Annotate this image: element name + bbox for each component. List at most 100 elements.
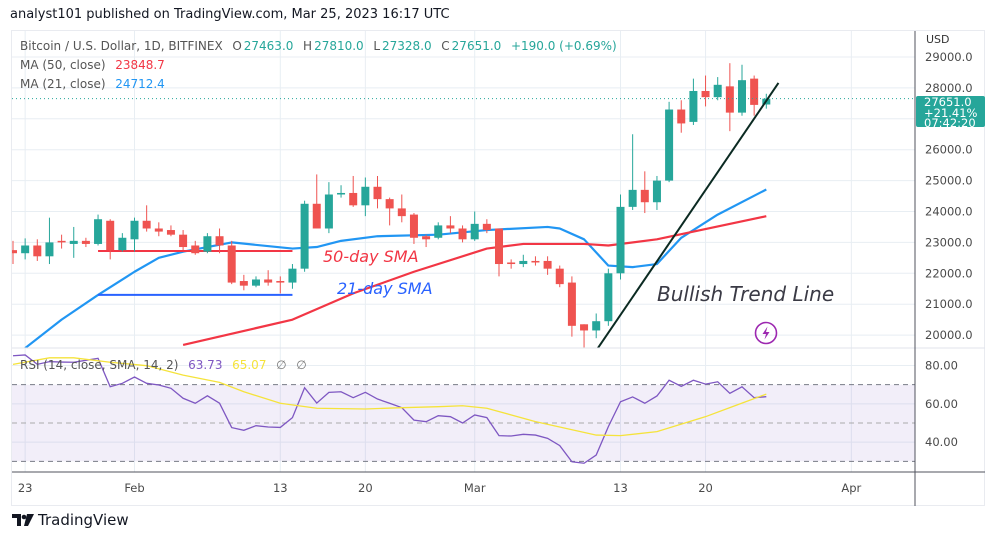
candle[interactable] — [495, 228, 503, 277]
rsi-label: RSI (14, close, SMA, 14, 2) — [20, 358, 179, 372]
legend-ma50-row[interactable]: MA (50, close) 23848.7 — [20, 58, 167, 72]
bullish-trend-line[interactable] — [596, 82, 780, 351]
candle-body — [21, 245, 30, 254]
rsi-value: 63.73 — [188, 358, 223, 372]
candle-body — [640, 189, 649, 203]
candle-body — [227, 245, 236, 283]
candle[interactable] — [519, 254, 528, 268]
candle[interactable] — [604, 268, 613, 326]
time-tick-label: 13 — [613, 481, 628, 495]
candle[interactable] — [555, 265, 564, 288]
sma50-annotation[interactable]: 50-day SMA — [323, 247, 419, 266]
candle[interactable] — [288, 264, 297, 289]
trend-line-annotation[interactable]: Bullish Trend Line — [657, 282, 835, 306]
candle[interactable] — [689, 78, 698, 125]
candle[interactable] — [531, 256, 540, 266]
candle[interactable] — [21, 238, 30, 260]
candle[interactable] — [665, 101, 674, 183]
candle[interactable] — [276, 276, 285, 294]
candle[interactable] — [701, 75, 710, 107]
candle[interactable] — [616, 194, 625, 280]
candle[interactable] — [446, 216, 455, 234]
candle[interactable] — [203, 233, 212, 254]
ma50-value: 23848.7 — [115, 58, 165, 72]
candle[interactable] — [470, 211, 479, 241]
candle[interactable] — [385, 197, 394, 226]
candle[interactable] — [713, 77, 722, 101]
candle[interactable] — [57, 234, 66, 249]
rsi-extra-value-1: ∅ — [276, 358, 287, 372]
candle[interactable] — [69, 226, 78, 258]
candle[interactable] — [264, 270, 273, 286]
candle-body — [300, 203, 309, 269]
published-caption: analyst101 published on TradingView.com,… — [10, 7, 450, 22]
candle[interactable] — [652, 175, 661, 210]
candle[interactable] — [154, 222, 163, 237]
time-tick-label: 20 — [698, 481, 713, 495]
tradingview-logo-icon — [12, 514, 34, 526]
tradingview-logo[interactable]: TradingView — [12, 511, 129, 529]
symbol-name[interactable]: Bitcoin / U.S. Dollar, 1D, BITFINEX — [20, 39, 223, 53]
candle[interactable] — [94, 214, 103, 246]
candle[interactable] — [580, 324, 589, 348]
candle[interactable] — [106, 219, 115, 260]
candle[interactable] — [166, 225, 175, 237]
candle[interactable] — [567, 276, 576, 337]
candle[interactable] — [543, 256, 552, 275]
candle[interactable] — [482, 219, 491, 234]
candle[interactable] — [142, 205, 151, 232]
candle[interactable] — [397, 194, 406, 223]
candle[interactable] — [361, 177, 370, 217]
candle[interactable] — [422, 234, 431, 248]
candle[interactable] — [45, 217, 54, 265]
candle[interactable] — [9, 240, 17, 265]
price-pane — [9, 63, 915, 351]
candle[interactable] — [507, 259, 516, 269]
candle[interactable] — [239, 274, 248, 291]
candle[interactable] — [592, 313, 601, 339]
candle[interactable] — [191, 240, 200, 255]
candle-body — [312, 203, 321, 229]
lightning-icon[interactable] — [754, 321, 778, 345]
candle[interactable] — [628, 134, 637, 210]
candle[interactable] — [130, 217, 139, 252]
candle-body — [616, 206, 625, 274]
candle[interactable] — [434, 222, 443, 240]
time-tick-label: 13 — [273, 481, 288, 495]
candle[interactable] — [373, 175, 382, 209]
price-tick-label: 25000.0 — [925, 174, 973, 188]
close-label: C — [441, 39, 450, 53]
candle[interactable] — [300, 200, 309, 272]
legend-ma21-row[interactable]: MA (21, close) 24712.4 — [20, 77, 167, 91]
candle[interactable] — [252, 276, 260, 288]
candle[interactable] — [349, 175, 358, 207]
currency-label[interactable]: USD — [926, 33, 950, 46]
tradingview-logo-text: TradingView — [38, 511, 129, 529]
candle[interactable] — [640, 171, 649, 214]
high-value: 27810.0 — [314, 39, 364, 53]
legend-symbol-row: Bitcoin / U.S. Dollar, 1D, BITFINEX O 274… — [20, 39, 619, 53]
candle[interactable] — [81, 237, 90, 248]
candle[interactable] — [215, 228, 224, 254]
candle[interactable] — [725, 63, 734, 132]
candle[interactable] — [33, 239, 42, 261]
candle[interactable] — [179, 230, 188, 251]
candle-body — [495, 228, 503, 265]
candle[interactable] — [677, 100, 686, 133]
ma21-value: 24712.4 — [115, 77, 165, 91]
candle[interactable] — [324, 182, 333, 234]
candle[interactable] — [227, 240, 236, 285]
candle[interactable] — [750, 75, 759, 116]
rsi-tick-label: 40.00 — [925, 435, 958, 449]
price-tick-label: 21000.0 — [925, 297, 973, 311]
candle[interactable] — [738, 64, 746, 116]
price-tick-label: 28000.0 — [925, 81, 973, 95]
legend-rsi-row[interactable]: RSI (14, close, SMA, 14, 2) 63.73 65.07 … — [20, 358, 309, 372]
candle[interactable] — [409, 213, 418, 244]
candle[interactable] — [118, 233, 127, 252]
candle[interactable] — [337, 185, 346, 198]
candle[interactable] — [312, 174, 321, 229]
candle[interactable] — [458, 225, 467, 243]
sma21-annotation[interactable]: 21-day SMA — [337, 279, 433, 298]
